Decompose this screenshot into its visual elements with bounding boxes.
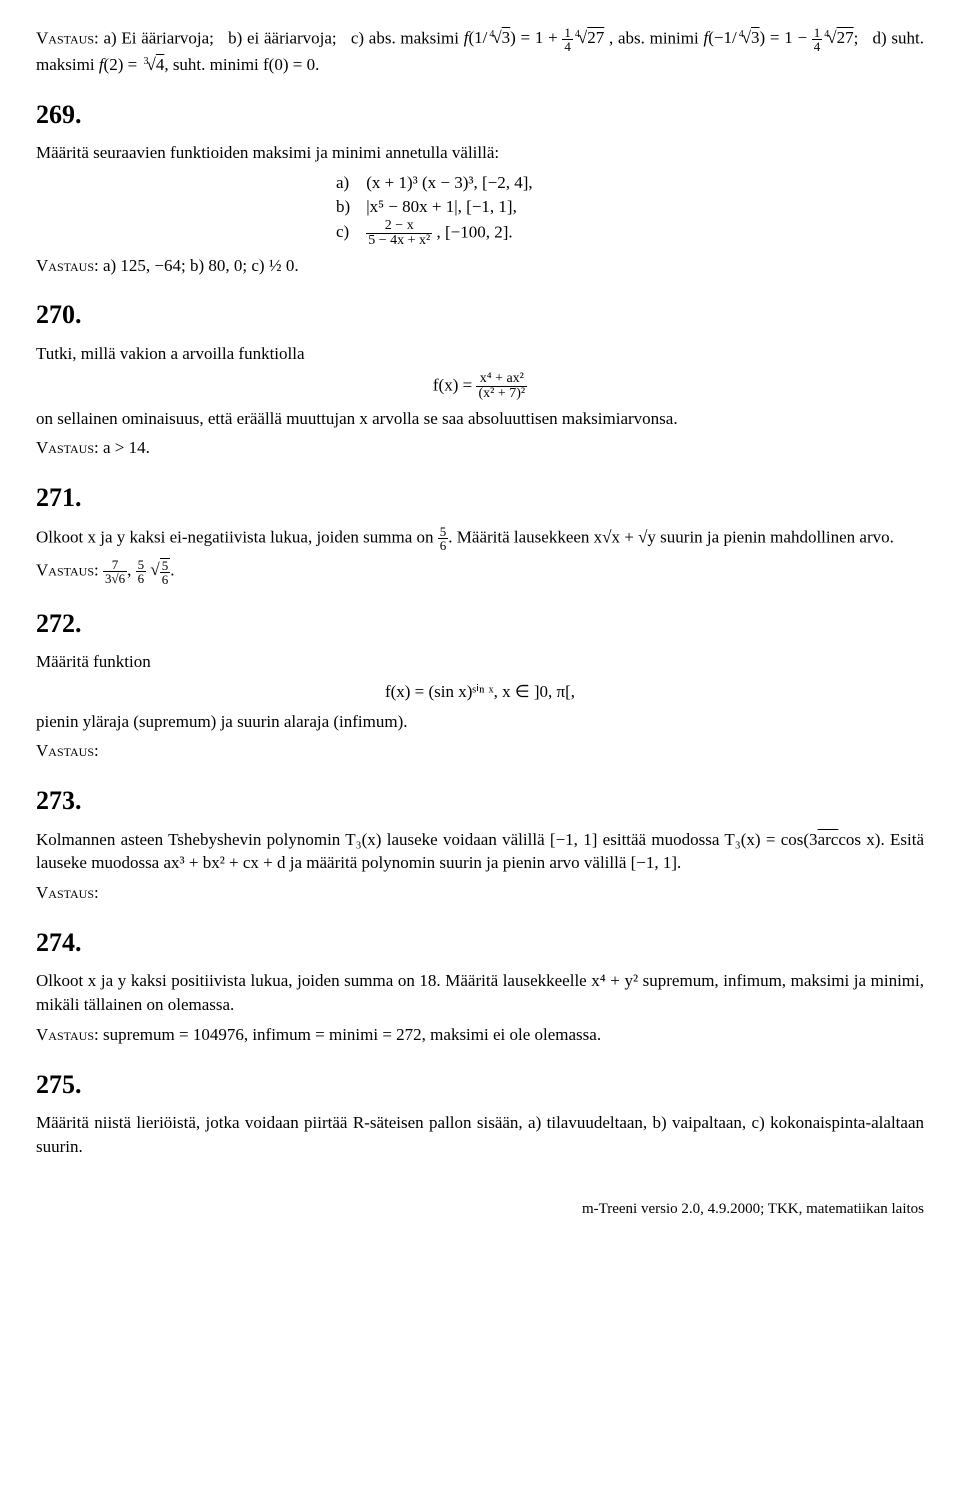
problem-269-number: 269. — [36, 97, 924, 133]
ans271-sep: , — [127, 560, 136, 579]
p269-c-frac: 2 − x 5 − 4x + x² — [366, 219, 432, 248]
answer-label: Vastaus — [36, 28, 94, 47]
problem-271-text: Olkoot x ja y kaksi ei-negatiivista luku… — [36, 525, 924, 552]
ans268-d: , suht. minimi f(0) = 0. — [164, 55, 319, 74]
answer-269: Vastaus: a) 125, −64; b) 80, 0; c) ½ 0. — [36, 254, 924, 278]
ans271-tail: . — [170, 560, 174, 579]
problem-272-equation: f(x) = (sin x)ˢⁱⁿ ˣ, x ∈ ]0, π[, — [36, 680, 924, 704]
answer-273: Vastaus: — [36, 881, 924, 905]
ans268-a: a) Ei ääriarvoja; — [103, 28, 213, 47]
ans268-b: b) ei ääriarvoja; — [228, 28, 337, 47]
ans271-sqrt: √56 — [150, 560, 170, 579]
p269-a-rhs: (x + 1)³ (x − 3)³, [−2, 4], — [366, 173, 532, 192]
problem-270-text1: Tutki, millä vakion a arvoilla funktioll… — [36, 342, 924, 366]
problem-270-number: 270. — [36, 297, 924, 333]
p269-c-label: c) — [336, 220, 362, 244]
answer-270: Vastaus: a > 14. — [36, 436, 924, 460]
ans271-a: : — [94, 560, 103, 579]
answer-274: Vastaus: supremum = 104976, infimum = mi… — [36, 1023, 924, 1047]
p273-a: Kolmannen asteen Tshebyshevin polynomin … — [36, 830, 818, 849]
p270-eq-frac: x⁴ + ax² (x² + 7)² — [476, 372, 527, 401]
ans274-label: Vastaus — [36, 1025, 94, 1044]
ans272-text: : — [94, 741, 99, 760]
ans273-label: Vastaus — [36, 883, 94, 902]
problem-272-text1: Määritä funktion — [36, 650, 924, 674]
ans268-c-mid: , abs. minimi — [609, 28, 703, 47]
p269-a-label: a) — [336, 171, 362, 195]
problem-275-text: Määritä niistä lieriöistä, jotka voidaan… — [36, 1111, 924, 1159]
p269-b-label: b) — [336, 195, 362, 219]
ans270-text: : a > 14. — [94, 438, 150, 457]
problem-275-number: 275. — [36, 1067, 924, 1103]
ans274-text: : supremum = 104976, infimum = minimi = … — [94, 1025, 601, 1044]
problem-269-list: a) (x + 1)³ (x − 3)³, [−2, 4], b) |x⁵ − … — [336, 171, 924, 248]
ans271-f1: 7 3√6 — [103, 558, 127, 585]
problem-273-text: Kolmannen asteen Tshebyshevin polynomin … — [36, 828, 924, 876]
p271-text-a: Olkoot x ja y kaksi ei-negatiivista luku… — [36, 527, 438, 546]
ans268-c-eq1: f(1/4√3) = 1 + 144√27 — [464, 28, 605, 47]
problem-272-number: 272. — [36, 606, 924, 642]
p273-arc: arc — [818, 830, 839, 849]
problem-274-text: Olkoot x ja y kaksi positiivista lukua, … — [36, 969, 924, 1017]
problem-274-number: 274. — [36, 925, 924, 961]
page-footer: m-Treeni versio 2.0, 4.9.2000; TKK, mate… — [36, 1199, 924, 1220]
ans271-f2: 5 6 — [136, 558, 147, 585]
ans269-text: : a) 125, −64; b) 80, 0; c) ½ 0. — [94, 256, 299, 275]
answer-268: Vastaus: a) Ei ääriarvoja; b) ei ääriarv… — [36, 26, 924, 77]
problem-271-number: 271. — [36, 480, 924, 516]
p270-eq-lhs: f(x) = — [433, 375, 477, 394]
ans271-label: Vastaus — [36, 560, 94, 579]
answer-271: Vastaus: 7 3√6 , 5 6 √56. — [36, 558, 924, 586]
p271-frac56: 5 6 — [438, 525, 449, 552]
p271-text-b: . Määritä lausekkeen x√x + √y suurin ja … — [448, 527, 894, 546]
problem-269-text: Määritä seuraavien funktioiden maksimi j… — [36, 141, 924, 165]
ans270-label: Vastaus — [36, 438, 94, 457]
ans272-label: Vastaus — [36, 741, 94, 760]
problem-270-equation: f(x) = x⁴ + ax² (x² + 7)² — [36, 372, 924, 401]
p269-c-tail: , [−100, 2]. — [437, 222, 513, 241]
problem-272-text2: pienin yläraja (supremum) ja suurin alar… — [36, 710, 924, 734]
answer-272: Vastaus: — [36, 739, 924, 763]
ans268-c-pre: c) abs. maksimi — [351, 28, 464, 47]
problem-273-number: 273. — [36, 783, 924, 819]
ans269-label: Vastaus — [36, 256, 94, 275]
p269-b-rhs: |x⁵ − 80x + 1|, [−1, 1], — [366, 197, 517, 216]
problem-270-text2: on sellainen ominaisuus, että eräällä mu… — [36, 407, 924, 431]
ans268-c-eq2: f(−1/4√3) = 1 − 144√27 — [703, 28, 853, 47]
ans273-text: : — [94, 883, 99, 902]
